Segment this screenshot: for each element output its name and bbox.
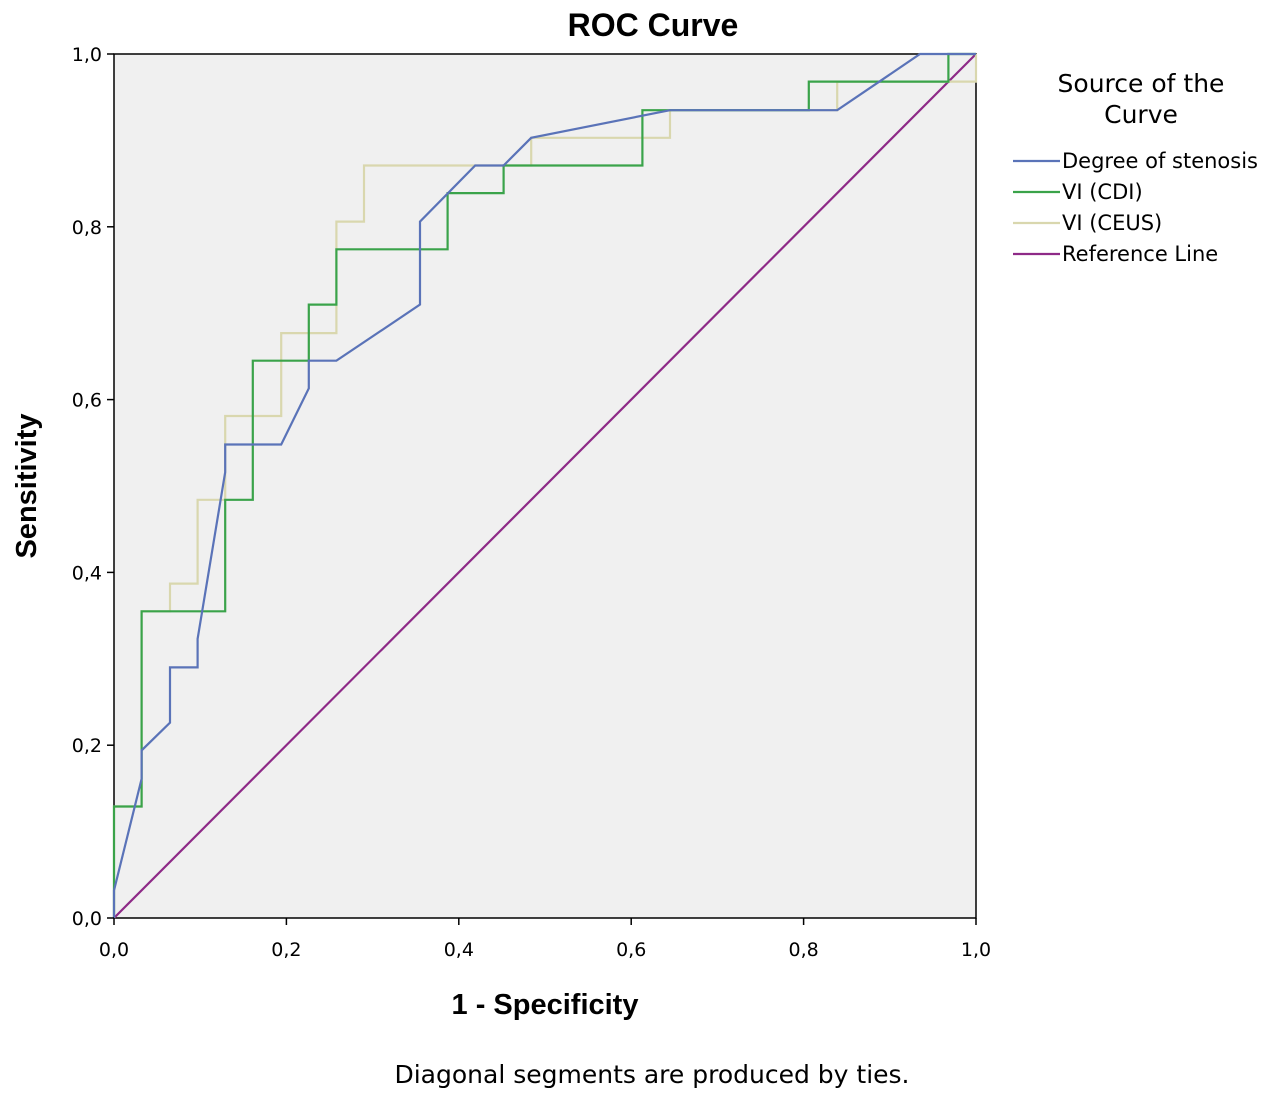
legend-label-degree-of-stenosis: Degree of stenosis [1062,149,1258,173]
y-tick-label: 0,4 [72,562,102,584]
x-tick-label: 0,6 [616,939,646,961]
ticks-layer: 0,0 0,2 0,4 0,6 0,8 1,0 0,0 0,2 0,4 0,6 0,8 1,0 [72,44,991,961]
x-tick-label: 0,0 [99,939,129,961]
footnote: Diagonal segments are produced by ties. [394,1060,909,1089]
legend-title-line-1: Source of the [1058,69,1225,98]
series-line-vi-cdi [112,52,976,918]
legend: Source of the Curve Degree of stenosis VI… [1013,69,1258,266]
y-tick-label: 0,0 [72,908,102,930]
legend-label-reference-line: Reference Line [1062,242,1218,266]
y-tick-label: 0,6 [72,390,102,412]
legend-label-vi-cdi: VI (CDI) [1062,180,1143,204]
legend-title-line-2: Curve [1104,100,1178,129]
legend-items: Degree of stenosis VI (CDI) VI (CEUS) Refer… [1013,149,1258,266]
chart-title: ROC Curve [568,7,739,43]
x-tick-label: 1,0 [961,939,991,961]
series-line-degree-of-stenosis [112,52,976,918]
x-tick-label: 0,2 [271,939,301,961]
y-tick-label: 0,8 [72,217,102,239]
legend-label-vi-ceus: VI (CEUS) [1062,211,1162,235]
y-axis-title: Sensitivity [11,413,43,558]
series-line-reference-line [113,53,977,919]
y-tick-label: 1,0 [72,44,102,66]
x-tick-label: 0,4 [444,939,474,961]
x-axis-title: 1 - Specificity [452,989,639,1021]
y-tick-label: 0,2 [72,735,102,757]
x-tick-label: 0,8 [788,939,818,961]
series-layer [112,52,978,919]
